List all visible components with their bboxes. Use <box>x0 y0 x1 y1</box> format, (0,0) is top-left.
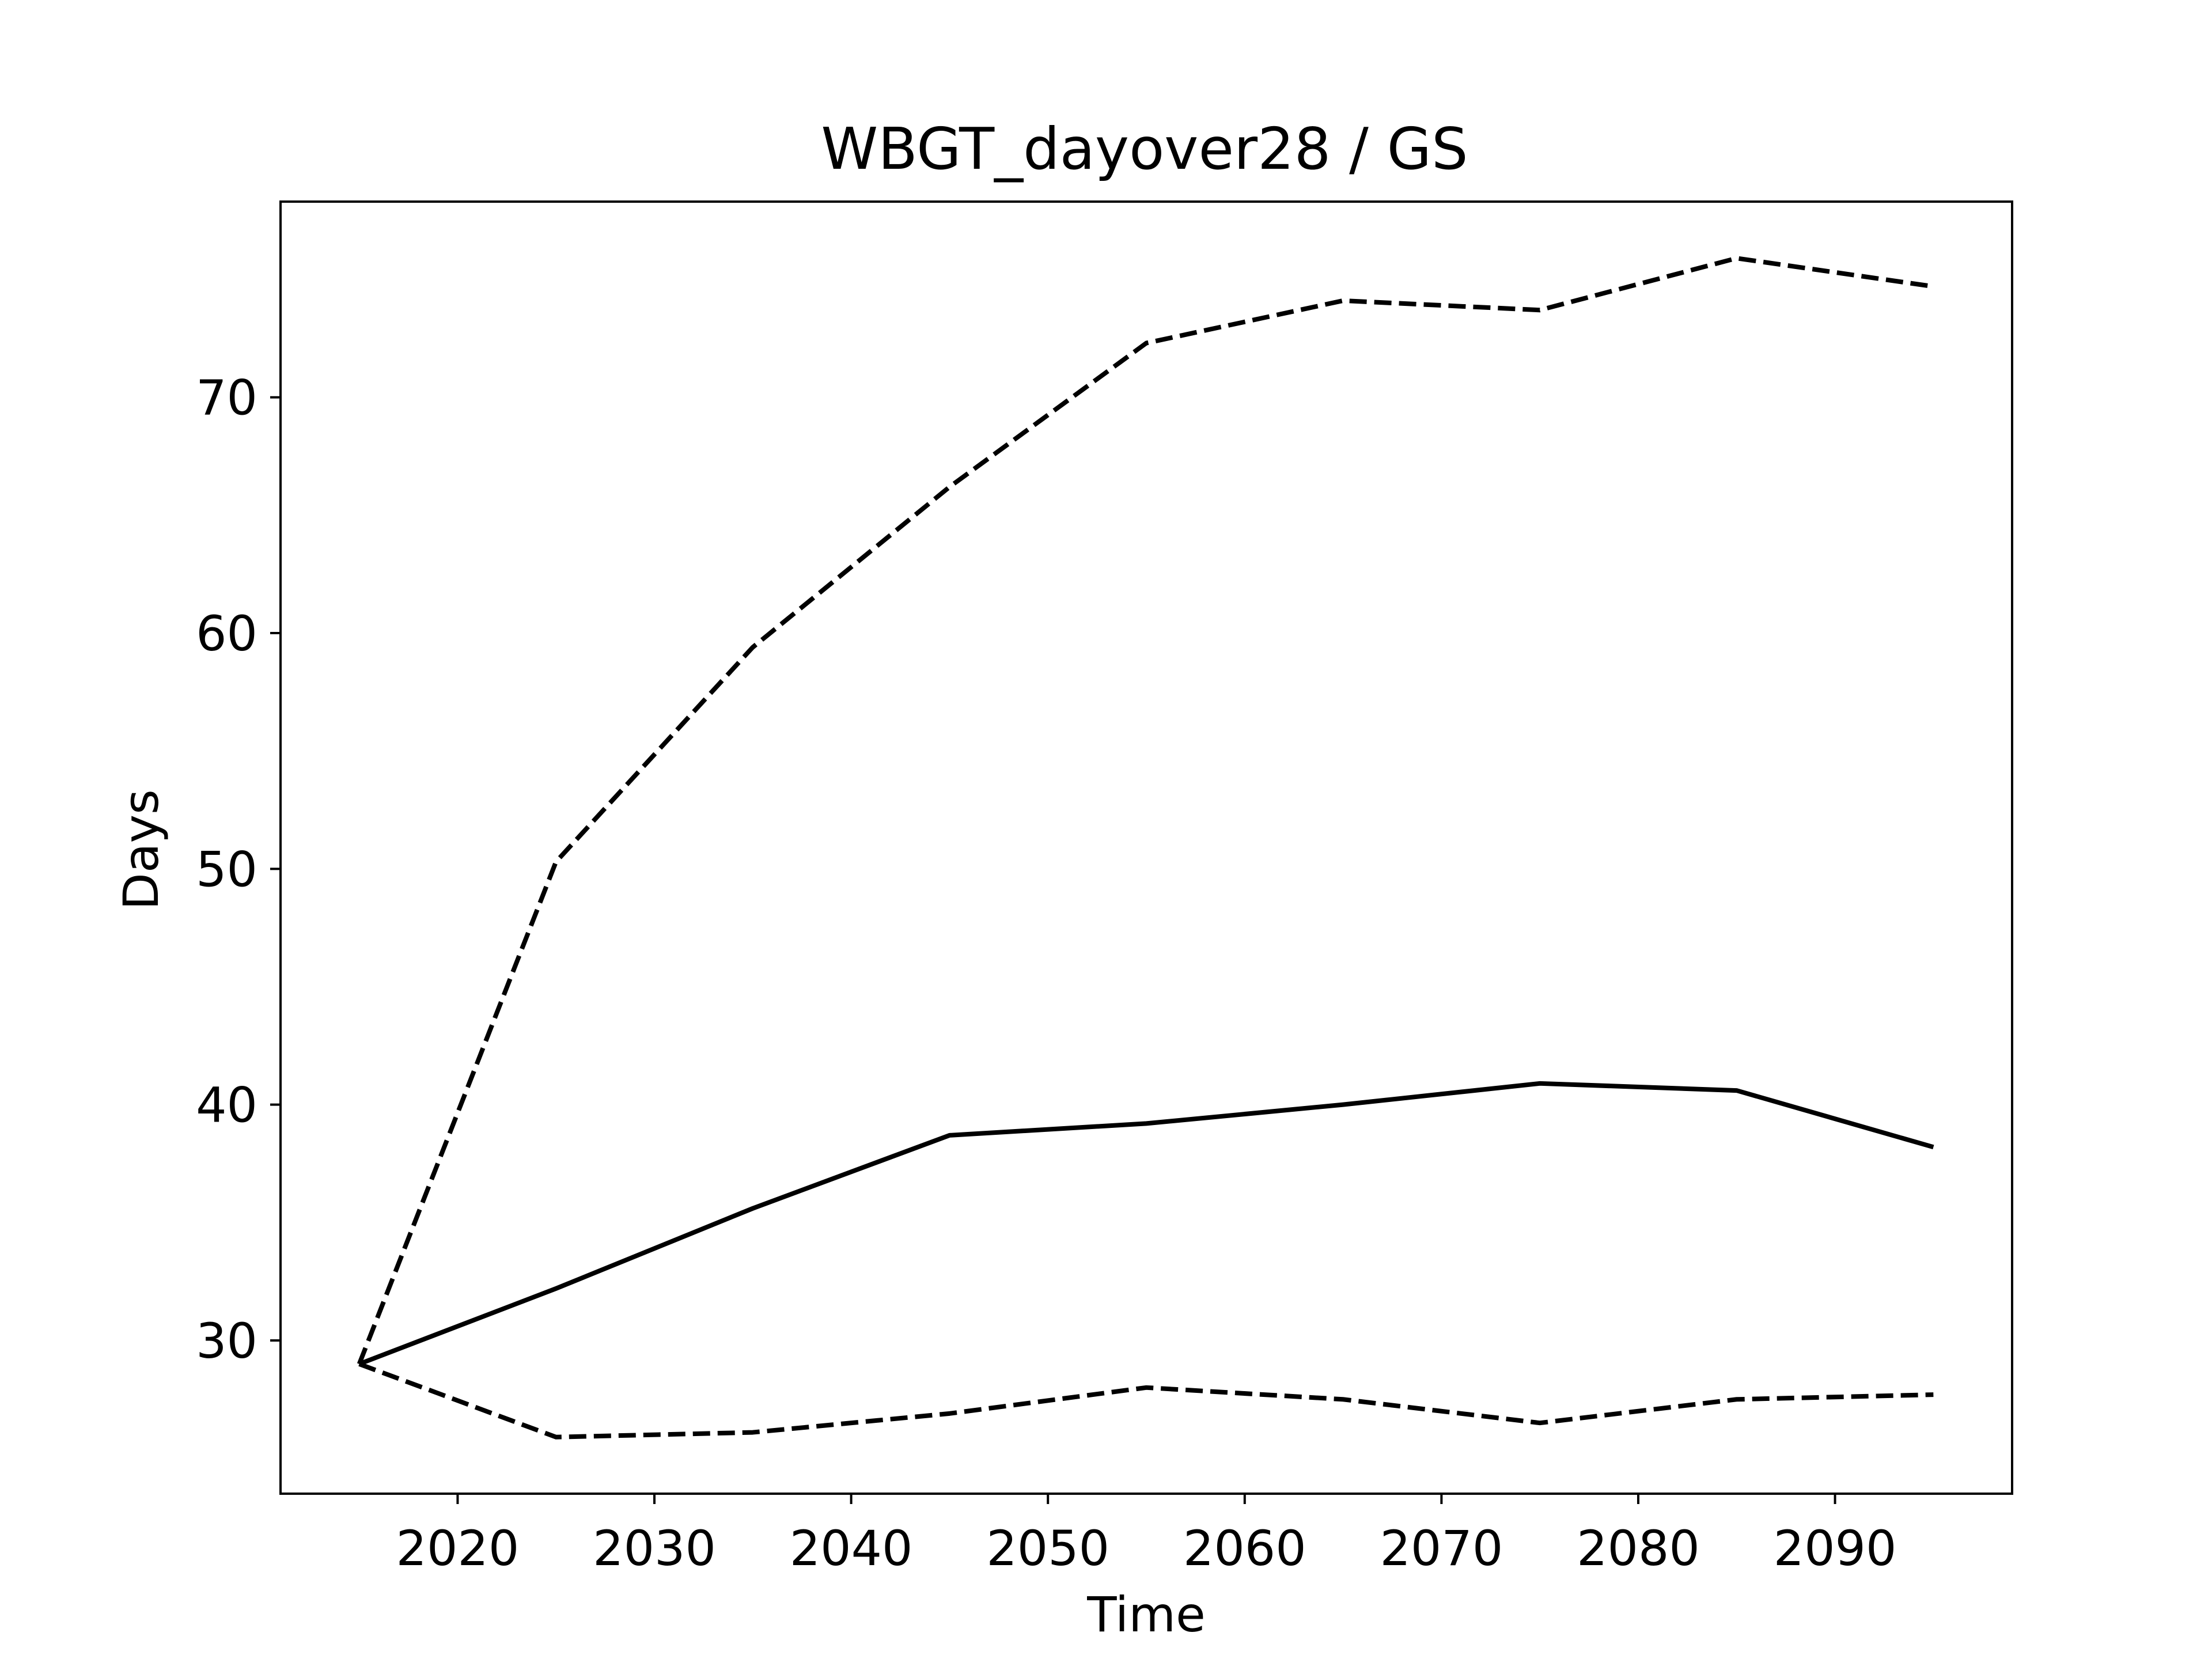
series-line-1 <box>357 256 1934 1365</box>
chart-title: WBGT_dayover28 / GS <box>821 115 1468 183</box>
y-axis: 30 40 50 60 70 <box>196 370 281 1369</box>
x-tick-label: 2030 <box>593 1520 716 1577</box>
x-tick-label: 2040 <box>790 1520 913 1577</box>
y-tick-label: 50 <box>196 841 257 897</box>
plot-frame <box>279 200 2013 1495</box>
series-line-2 <box>358 1081 1934 1366</box>
x-tick-label: 2020 <box>396 1520 520 1577</box>
x-tick-label: 2090 <box>1774 1520 1897 1577</box>
plot-area <box>357 256 1934 1440</box>
y-tick-label: 60 <box>196 605 257 662</box>
x-tick-label: 2070 <box>1380 1520 1503 1577</box>
y-tick-label: 40 <box>196 1077 257 1134</box>
x-axis-label: Time <box>1086 1586 1206 1643</box>
series-line-3 <box>358 1362 1934 1440</box>
y-axis-label: Days <box>113 789 169 910</box>
x-tick-label: 2050 <box>986 1520 1109 1577</box>
y-tick-label: 30 <box>196 1313 257 1369</box>
x-tick-label: 2080 <box>1577 1520 1700 1577</box>
x-axis: 2020 2030 2040 2050 2060 2070 2080 2090 <box>396 1494 1897 1577</box>
y-tick-label: 70 <box>196 370 257 426</box>
x-tick-label: 2060 <box>1183 1520 1306 1577</box>
